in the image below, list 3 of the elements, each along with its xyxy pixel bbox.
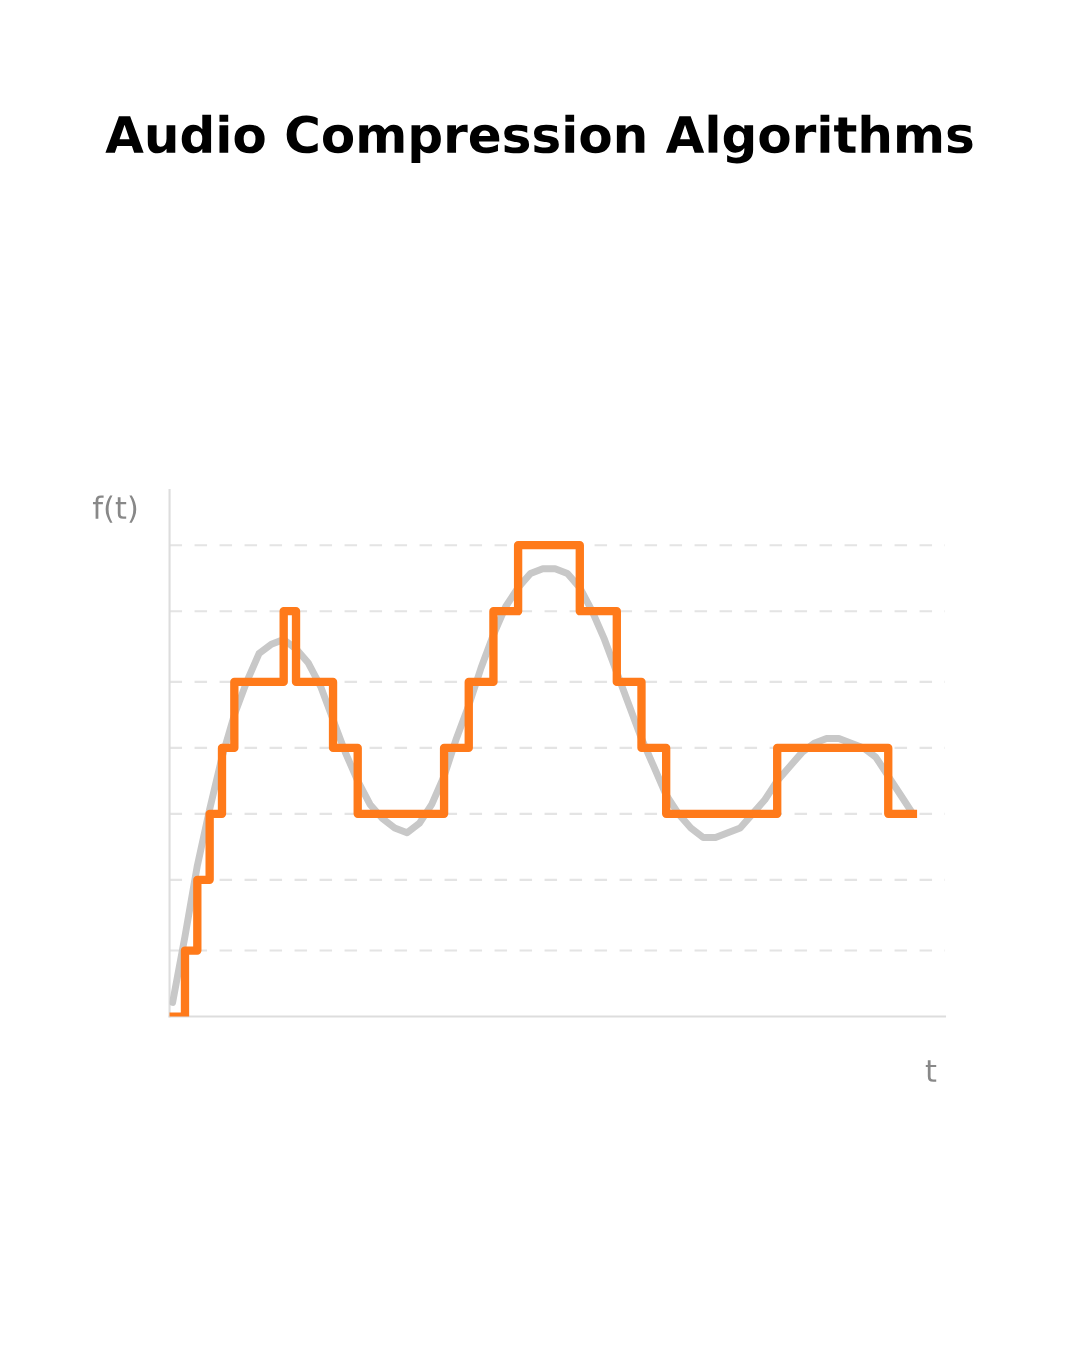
x-axis-title: t — [925, 1060, 937, 1082]
chart-title: Audio Compression Algorithms — [105, 114, 973, 164]
y-axis-title: f(t) — [92, 495, 137, 523]
